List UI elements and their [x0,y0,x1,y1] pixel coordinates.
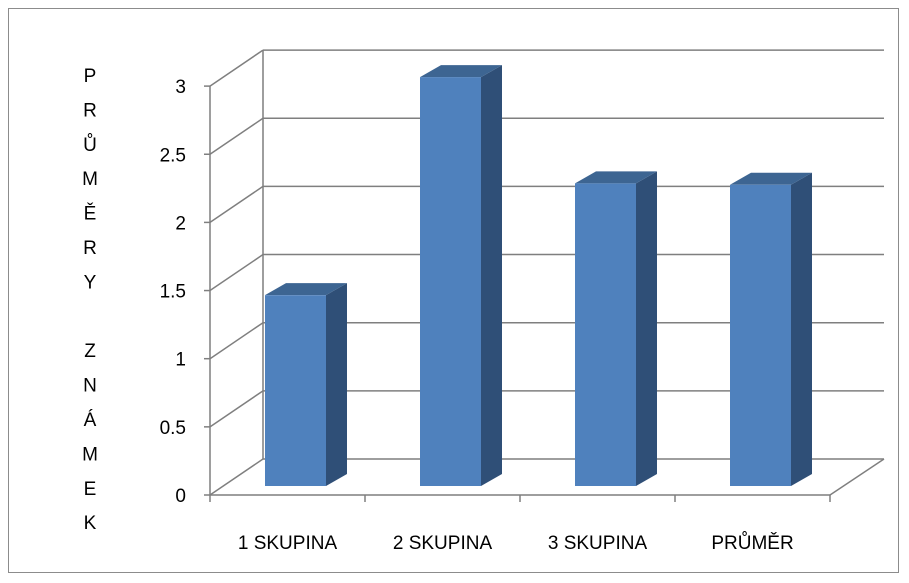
bar-front [265,295,326,486]
y-axis-label-letter: Á [84,410,97,431]
bar-2 [420,65,502,486]
y-tick-label: 1 [175,350,186,371]
y-axis-label-letter: P [84,66,97,87]
bar-front [575,183,636,486]
gridline-diagonal [209,185,264,224]
bar-1 [265,283,347,486]
floor-right-edge [829,458,885,496]
x-category-label: 2 SKUPINA [393,533,493,554]
bar-side [326,283,347,486]
y-tick-label: 3 [175,77,186,98]
bar-top [730,172,812,185]
y-tick-label: 0 [175,486,186,507]
bar-front [420,77,481,486]
gridline-diagonal [209,49,264,87]
bar-3 [575,171,657,486]
bar-top [575,171,657,184]
x-tick-labels: 1 SKUPINA 2 SKUPINA 3 SKUPINA PRŮMĚR [238,532,794,554]
y-axis-label-letter: K [84,513,97,534]
y-axis-label-letter: R [83,100,97,121]
bar-side [481,65,502,486]
bar-side [791,172,812,487]
gridline-diagonal [209,117,264,155]
y-axis-label-letter: Y [84,272,97,293]
y-tick-label: 1.5 [160,282,186,303]
x-category-label: PRŮMĚR [711,532,793,554]
y-tick-label: 2.5 [160,145,186,166]
x-category-label: 3 SKUPINA [548,533,648,554]
y-axis-label-letter: E [84,479,97,500]
gridline-diagonal [209,322,264,360]
y-tick-label: 0.5 [160,418,186,439]
bar-4 [730,172,812,487]
y-axis-label-letter: R [83,238,97,259]
y-axis-label-letter: Ě [84,203,97,225]
bar-side [636,171,657,486]
y-axis-label-letter: M [82,444,98,465]
gridline-diagonal [209,458,264,496]
y-axis-label-letter: Z [84,341,96,362]
y-tick-labels: 0 0.5 1 1.5 2 2.5 3 [160,77,186,507]
gridline-diagonal [209,390,264,428]
bar-front [730,184,791,487]
x-category-label: 1 SKUPINA [238,533,338,554]
gridline-diagonal [209,253,264,292]
y-axis-label-letter: Ů [83,134,97,156]
axes [204,85,885,502]
bar-top [420,65,502,78]
bars [265,65,812,487]
bar-top [265,283,347,296]
y-axis-label-letter: N [83,376,97,397]
y-axis-label-letter: M [82,169,98,190]
y-tick-label: 2 [175,213,186,234]
